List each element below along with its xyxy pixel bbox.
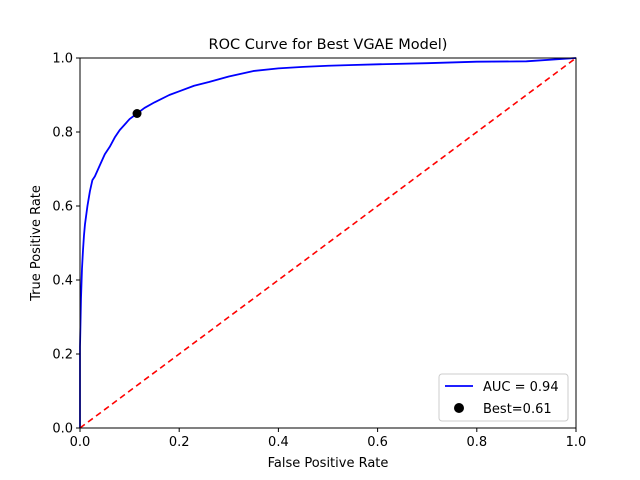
y-tick-label: 0.0: [52, 422, 73, 437]
x-tick-label: 0.6: [367, 435, 388, 450]
x-tick-label: 0.2: [169, 435, 190, 450]
x-tick-label: 1.0: [566, 435, 587, 450]
chart-title: ROC Curve for Best VGAE Model): [209, 37, 448, 53]
x-tick-label: 0.8: [466, 435, 487, 450]
roc-curve-line: [79, 57, 577, 428]
legend-label-auc: AUC = 0.94: [483, 380, 559, 395]
y-tick-label: 0.4: [52, 274, 73, 289]
chance-diagonal-line: [79, 57, 577, 429]
y-tick-label: 0.2: [52, 348, 73, 363]
legend: AUC = 0.94 Best=0.61: [438, 373, 569, 422]
x-tick-label: 0.0: [70, 435, 91, 450]
x-axis-ticks: 0.0 0.2 0.4 0.6 0.8 1.0: [70, 428, 587, 450]
plot-frame: [79, 57, 577, 429]
x-tick-label: 0.4: [268, 435, 289, 450]
y-axis-label: True Positive Rate: [29, 185, 44, 302]
plot-content: [79, 57, 577, 429]
y-axis-ticks: 0.0 0.2 0.4 0.6 0.8 1.0: [52, 52, 80, 437]
y-tick-label: 0.6: [52, 200, 73, 215]
best-threshold-point: [132, 109, 142, 118]
legend-marker-swatch: [454, 403, 464, 413]
y-tick-label: 1.0: [52, 52, 73, 67]
y-tick-label: 0.8: [52, 126, 73, 141]
legend-label-best: Best=0.61: [483, 402, 552, 417]
x-axis-label: False Positive Rate: [268, 456, 389, 471]
